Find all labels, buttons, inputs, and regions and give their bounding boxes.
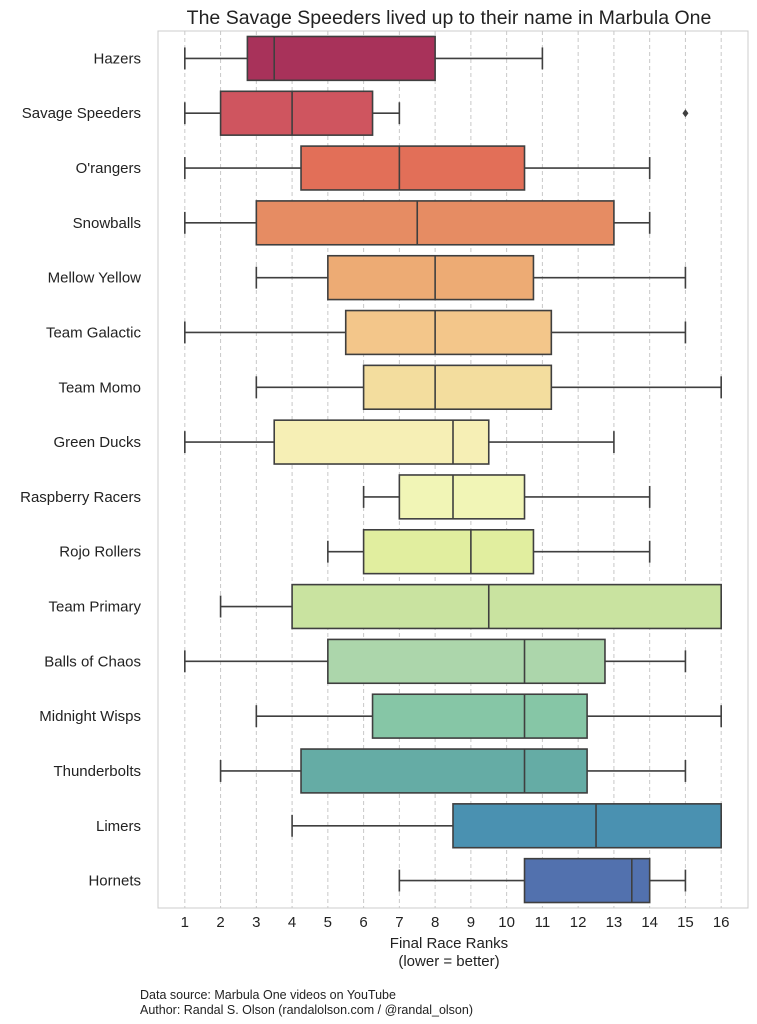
x-tick-label-7: 7 [395, 914, 403, 931]
box-raspberry-racers [362, 474, 651, 520]
category-label-hazers: Hazers [93, 50, 141, 67]
category-label-savage-speeders: Savage Speeders [22, 105, 141, 122]
x-tick-label-16: 16 [713, 914, 730, 931]
x-tick-label-2: 2 [216, 914, 224, 931]
x-tick-label-8: 8 [431, 914, 439, 931]
box-team-momo [255, 364, 722, 411]
iqr-box-team-galactic [344, 309, 553, 356]
box-balls-of-chaos [184, 638, 687, 685]
category-label-team-momo: Team Momo [58, 379, 141, 396]
x-tick-label-5: 5 [324, 914, 332, 931]
category-label-limers: Limers [96, 818, 141, 835]
x-tick-label-15: 15 [677, 914, 694, 931]
box-hornets [398, 857, 687, 904]
iqr-box-team-momo [362, 364, 553, 411]
outlier-savage-speeders-0 [682, 109, 689, 118]
iqr-box-savage-speeders [219, 90, 374, 136]
iqr-box-green-ducks [273, 419, 490, 465]
iqr-box-balls-of-chaos [327, 638, 606, 685]
box-snowballs [184, 200, 651, 246]
category-label-mellow-yellow: Mellow Yellow [48, 270, 142, 287]
iqr-box-hazers [246, 35, 436, 82]
box-team-galactic [184, 309, 687, 356]
category-label-thunderbolts: Thunderbolts [53, 763, 141, 780]
x-tick-label-9: 9 [467, 914, 475, 931]
box-o-rangers [184, 145, 651, 191]
x-axis-ticks: 1 2 3 4 5 6 7 8 9 10 11 12 13 14 15 16 [181, 914, 730, 931]
plot-frame [157, 30, 749, 909]
footer-author: Author: Randal S. Olson (randalolson.com… [140, 1003, 474, 1017]
x-tick-label-4: 4 [288, 914, 296, 931]
box-green-ducks [184, 419, 615, 465]
x-axis-label-note: (lower = better) [398, 953, 499, 970]
box-limers [291, 803, 722, 849]
category-label-balls-of-chaos: Balls of Chaos [44, 653, 141, 670]
box-midnight-wisps [255, 693, 722, 739]
x-tick-label-3: 3 [252, 914, 260, 931]
iqr-box-limers [452, 803, 722, 849]
iqr-box-snowballs [255, 200, 615, 246]
x-tick-label-1: 1 [181, 914, 189, 931]
box-series [184, 35, 722, 904]
chart-title: The Savage Speeders lived up to their na… [187, 7, 712, 29]
box-team-primary [219, 583, 722, 630]
category-label-midnight-wisps: Midnight Wisps [39, 708, 141, 725]
x-tick-label-10: 10 [498, 914, 515, 931]
iqr-box-o-rangers [300, 145, 526, 191]
iqr-box-rojo-rollers [362, 528, 535, 575]
x-axis-label: Final Race Ranks [390, 935, 508, 952]
iqr-box-team-primary [291, 583, 722, 630]
iqr-box-mellow-yellow [327, 254, 535, 301]
category-labels: Hazers Savage Speeders O'rangers Snowballs M… [20, 50, 141, 889]
category-label-hornets: Hornets [88, 873, 141, 890]
footer-source: Data source: Marbula One videos on YouTu… [140, 988, 396, 1002]
box-hazers [184, 35, 544, 82]
category-label-team-primary: Team Primary [48, 599, 141, 616]
category-label-team-galactic: Team Galactic [46, 324, 142, 341]
iqr-box-hornets [523, 857, 651, 904]
x-tick-label-12: 12 [570, 914, 587, 931]
category-label-snowballs: Snowballs [73, 215, 141, 232]
iqr-box-midnight-wisps [371, 693, 588, 739]
x-tick-label-14: 14 [641, 914, 658, 931]
category-label-green-ducks: Green Ducks [53, 434, 141, 451]
box-rojo-rollers [327, 528, 651, 575]
iqr-box-thunderbolts [300, 748, 588, 794]
category-label-o-rangers: O'rangers [76, 160, 141, 177]
category-label-raspberry-racers: Raspberry Racers [20, 489, 141, 506]
category-label-rojo-rollers: Rojo Rollers [59, 544, 141, 561]
x-tick-label-6: 6 [359, 914, 367, 931]
x-tick-label-13: 13 [606, 914, 623, 931]
box-mellow-yellow [255, 254, 687, 301]
x-tick-label-11: 11 [535, 914, 551, 931]
iqr-box-raspberry-racers [398, 474, 526, 520]
box-savage-speeders [184, 90, 689, 136]
box-thunderbolts [219, 748, 687, 794]
